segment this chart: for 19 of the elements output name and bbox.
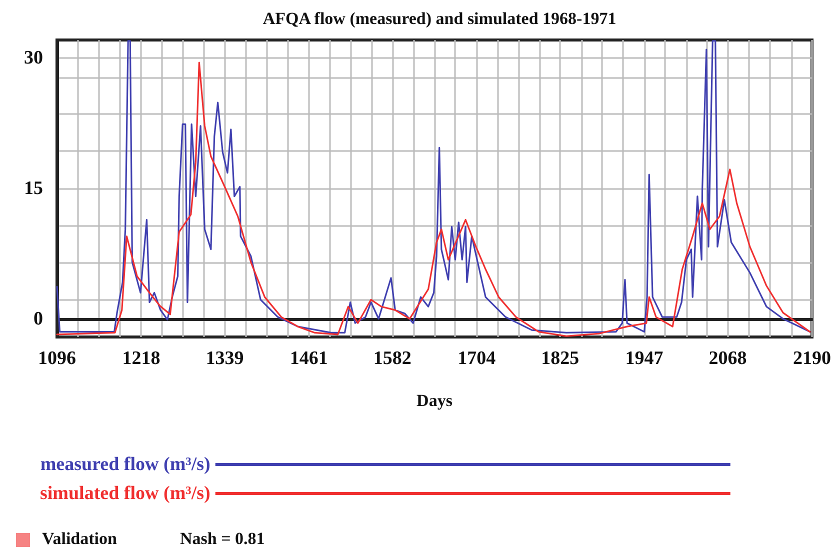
x-axis-title: Days [416, 391, 453, 410]
x-tick-label: 1218 [122, 348, 160, 369]
x-tick-label: 2190 [793, 348, 831, 369]
chart-title: AFQA flow (measured) and simulated 1968-1971 [262, 9, 616, 28]
x-tick-label: 1461 [290, 348, 328, 369]
text: measured flow (m³/s) [40, 454, 210, 475]
y-tick-label: 30 [24, 48, 43, 69]
x-tick-label: 1947 [625, 348, 664, 369]
x-tick-label: 1096 [38, 348, 76, 369]
x-tick-label: 1582 [373, 348, 412, 369]
text: simulated flow (m³/s) [40, 483, 210, 504]
x-tick-label: 1704 [458, 348, 496, 369]
text: Nash = 0.81 [180, 529, 265, 548]
y-tick-label: 0 [34, 308, 43, 330]
x-tick-label: 2068 [708, 348, 747, 369]
x-tick-label: 1825 [541, 348, 580, 369]
y-tick-label: 15 [24, 178, 43, 199]
x-tick-label: 1339 [206, 348, 244, 369]
text: Validation [42, 529, 118, 548]
